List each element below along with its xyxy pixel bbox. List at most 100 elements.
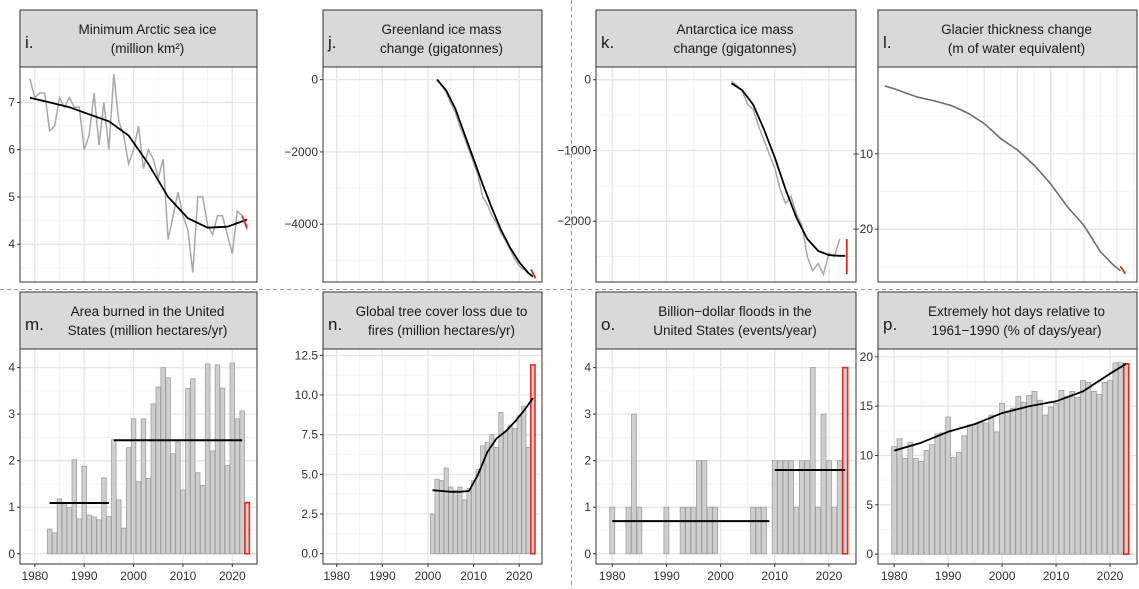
bar — [988, 414, 995, 555]
bar — [625, 506, 632, 555]
bar — [195, 472, 201, 555]
panel-letter: l. — [883, 33, 892, 52]
bar — [679, 506, 686, 555]
raw-series-line — [730, 80, 841, 277]
panel-l: l. Glacier thickness change (m of water eq… — [853, 9, 1138, 283]
x-tick-label: 1980 — [881, 569, 908, 583]
panel-frame — [322, 66, 543, 283]
bar — [457, 486, 463, 555]
y-tick-label: −1000 — [557, 143, 591, 157]
y-tick-label: 0 — [584, 547, 591, 561]
bar — [755, 506, 762, 555]
bar — [96, 519, 102, 555]
bar — [443, 467, 449, 555]
bar — [956, 452, 962, 555]
bar — [1096, 393, 1103, 555]
bar — [512, 427, 518, 555]
y-tick-label: 3 — [8, 407, 15, 421]
bar — [788, 460, 794, 555]
bar — [224, 464, 231, 555]
bar — [750, 506, 756, 555]
x-tick-label: 2020 — [506, 569, 533, 583]
bar — [145, 477, 152, 555]
bar — [116, 499, 122, 555]
bar — [701, 460, 708, 555]
raw-series-line — [29, 74, 248, 273]
bar — [66, 507, 73, 555]
bar — [493, 446, 499, 555]
bar — [160, 367, 166, 555]
y-tick-label: 12.5 — [295, 348, 319, 362]
bar — [91, 516, 97, 555]
bar — [983, 422, 989, 555]
bar — [777, 460, 784, 555]
bar — [771, 460, 778, 555]
bar — [1063, 395, 1070, 555]
y-tick-label: 2 — [584, 454, 591, 468]
panel-title-line-1: Area burned in the United — [71, 304, 225, 319]
y-tick-label: 6 — [8, 143, 15, 157]
bar — [1080, 380, 1086, 555]
panel-n: n. Global tree cover loss due to fires (mi… — [295, 291, 543, 583]
y-tick-label: 3 — [584, 407, 591, 421]
bar — [1107, 380, 1113, 555]
bar — [56, 498, 63, 555]
panel-letter: o. — [601, 315, 615, 334]
trend-line — [432, 397, 534, 493]
y-tick-label: 20 — [860, 350, 874, 364]
y-tick-label: 0 — [311, 73, 318, 87]
x-tick-label: 1990 — [369, 569, 396, 583]
bar — [993, 431, 1000, 555]
highlight-line — [241, 215, 248, 229]
panel-title-line-2: 1961−1990 (% of days/year) — [932, 323, 1102, 338]
panel-title-strip — [595, 291, 857, 350]
panel-letter: i. — [25, 33, 34, 52]
bar — [185, 388, 191, 555]
bar — [961, 435, 968, 555]
panel-title-line-2: change (gigatonnes) — [673, 41, 796, 56]
bar — [484, 442, 490, 555]
panel-title-strip — [322, 9, 543, 68]
y-tick-label: 1 — [584, 500, 591, 514]
bar — [826, 460, 832, 555]
panel-title-line-2: (million km²) — [111, 41, 185, 56]
bar — [507, 424, 513, 555]
bar — [809, 367, 816, 555]
x-tick-label: 2000 — [989, 569, 1016, 583]
bar — [1015, 395, 1022, 555]
bar — [1042, 414, 1049, 555]
bar — [685, 506, 691, 555]
bar — [503, 431, 508, 555]
y-tick-label: 2.5 — [301, 507, 318, 521]
bar — [71, 459, 77, 555]
x-tick-label: 2020 — [1097, 569, 1124, 583]
panel-letter: m. — [25, 315, 44, 334]
panel-title-line-2: (m of water equivalent) — [948, 41, 1085, 56]
y-tick-label: 7.5 — [301, 428, 318, 442]
panel-title-strip — [322, 291, 543, 350]
panel-letter: n. — [328, 315, 342, 334]
bar — [219, 387, 226, 555]
bar — [430, 513, 435, 555]
bar — [793, 506, 800, 555]
bar — [170, 453, 176, 555]
bar — [111, 439, 117, 555]
panel-o: o. Billion−dollar floods in the United Sta… — [584, 291, 857, 583]
bar — [125, 447, 132, 555]
y-tick-label: 10.0 — [295, 388, 319, 402]
bar — [977, 421, 984, 555]
bar — [804, 460, 811, 555]
bar — [1020, 401, 1027, 555]
bar — [907, 442, 914, 555]
x-tick-label: 2010 — [460, 569, 487, 583]
panel-title-strip — [595, 9, 857, 68]
panel-title-line-2: States (million hectares/yr) — [68, 323, 228, 338]
highlight-bar — [841, 366, 849, 555]
bar — [696, 460, 702, 555]
bar — [636, 506, 643, 555]
panel-frame — [595, 348, 857, 565]
bar — [934, 433, 941, 555]
y-tick-label: 5 — [866, 498, 873, 512]
bar — [180, 489, 186, 555]
